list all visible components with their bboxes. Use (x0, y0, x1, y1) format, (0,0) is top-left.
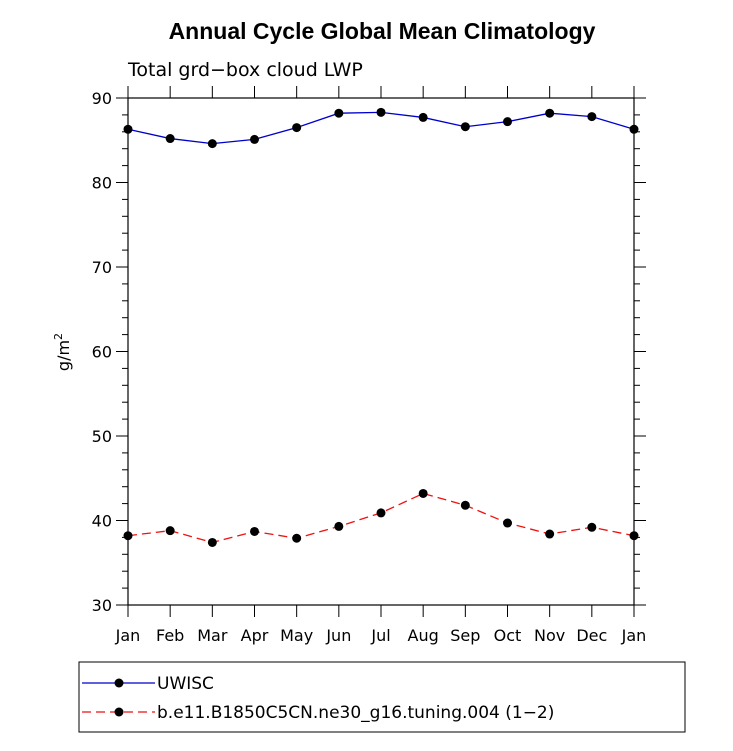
x-tick-label: Jun (325, 626, 351, 645)
series-2-point (587, 522, 597, 532)
x-tick-label: Sep (450, 626, 480, 645)
series-2-point (123, 531, 133, 541)
series-2-point (503, 518, 512, 528)
series-2-point (292, 533, 302, 543)
x-tick-label: Apr (241, 626, 269, 645)
legend: UWISC b.e11.B1850C5CN.ne30_g16.tuning.004… (82, 674, 554, 723)
series-1-point (376, 107, 386, 117)
x-tick-label: Aug (408, 626, 439, 645)
series-1-point (545, 108, 555, 118)
y-axis-label-superscript: 2 (52, 333, 65, 340)
x-tick-label: May (280, 626, 313, 645)
series-2-point (250, 526, 259, 536)
y-tick-label: 30 (92, 596, 112, 615)
series-2-point (629, 531, 639, 541)
legend-label-1: UWISC (157, 674, 214, 694)
series-1-point (503, 117, 512, 127)
y-tick-label: 80 (92, 174, 112, 193)
x-tick-label: Jul (370, 626, 390, 645)
axes: 30 40 50 60 70 80 90 Jan Feb Mar Apr May Jun Jul Aug Se… (92, 86, 647, 645)
y-tick-label: 60 (92, 343, 112, 362)
x-tick-label: Nov (534, 626, 565, 645)
series-2-point (545, 529, 555, 539)
series-line-1 (127, 111, 635, 145)
series-2-point (334, 521, 344, 531)
y-tick-label: 40 (92, 512, 112, 531)
x-tick-label: Oct (494, 626, 522, 645)
x-tick-label: Jan (115, 626, 141, 645)
series-2-point (460, 500, 470, 510)
series-1-point (629, 124, 639, 134)
chart-subtitle: Total grd−box cloud LWP (127, 59, 363, 81)
series-2-point (376, 508, 386, 518)
series-1-point (334, 108, 344, 118)
y-tick-label: 90 (92, 89, 112, 108)
series-1-point (292, 123, 302, 133)
series-1-point (250, 134, 259, 144)
series-2-point (207, 537, 217, 547)
x-tick-label: Feb (156, 626, 184, 645)
series-1-point (587, 112, 597, 122)
series-1-point (418, 112, 428, 122)
series-1-point (165, 134, 175, 144)
x-tick-label: Mar (197, 626, 228, 645)
series-2-point (418, 488, 428, 498)
chart-title: Annual Cycle Global Mean Climatology (169, 18, 596, 44)
series-1-point (123, 124, 133, 134)
x-tick-label: Dec (576, 626, 607, 645)
legend-label-2: b.e11.B1850C5CN.ne30_g16.tuning.004 (1−2… (157, 703, 554, 723)
legend-marker-2 (114, 707, 124, 717)
y-axis-label: g/m2 (52, 333, 73, 371)
x-tick-label: Jan (621, 626, 647, 645)
y-axis-label-unit: g/m (54, 340, 73, 371)
legend-marker-1 (114, 678, 124, 688)
y-tick-label: 70 (92, 258, 112, 277)
plot-frame (127, 97, 635, 606)
y-tick-label: 50 (92, 427, 112, 446)
series-1-point (460, 122, 470, 132)
series-line-2 (127, 492, 635, 544)
series-2-point (165, 526, 175, 536)
series-layer (123, 107, 639, 547)
legend-box (78, 661, 686, 733)
series-1-point (207, 139, 217, 149)
